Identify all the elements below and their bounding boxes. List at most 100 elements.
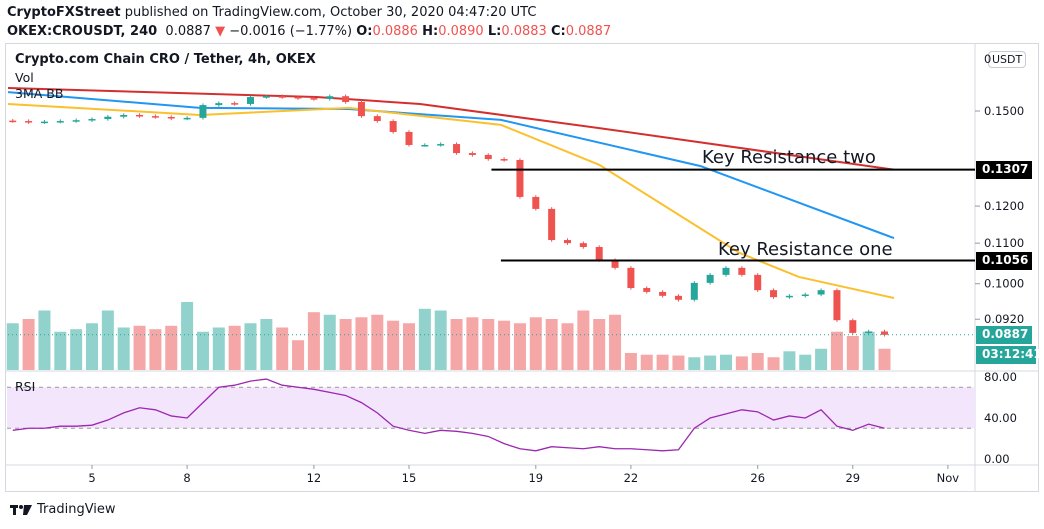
vol-legend[interactable]: Vol — [15, 70, 34, 85]
volume-bar — [38, 310, 51, 370]
ma50-line — [7, 102, 895, 299]
volume-bar — [609, 314, 622, 370]
open-label: O: — [356, 24, 373, 39]
volume-bar — [466, 317, 479, 370]
volume-bar — [830, 331, 843, 370]
candle-body — [357, 102, 365, 117]
tradingview-logo[interactable]: TradingView — [10, 502, 116, 517]
volume-bar — [434, 310, 447, 370]
low-label: L: — [487, 24, 502, 39]
volume-bar — [133, 325, 146, 370]
volume-bar — [513, 323, 526, 370]
candle-body — [706, 274, 714, 283]
candle-body — [833, 290, 841, 321]
volume-bar — [6, 323, 19, 370]
candle-body — [453, 144, 461, 154]
volume-bar — [593, 319, 606, 370]
candle-body — [595, 247, 603, 261]
chart-frame[interactable] — [5, 43, 1039, 492]
candle-body — [326, 96, 334, 99]
volume-bar — [149, 329, 162, 370]
last-price-tag: 0.0887 — [976, 326, 1032, 344]
candle-body — [231, 103, 239, 105]
candle-body — [690, 282, 698, 300]
candle-body — [120, 114, 128, 117]
volume-bar — [815, 348, 828, 370]
open-value: 0.0886 — [372, 24, 418, 39]
volume-bar — [196, 331, 209, 370]
volume-bar — [735, 356, 748, 370]
candle-body — [373, 116, 381, 122]
candle-body — [881, 331, 888, 335]
candle-body — [785, 295, 793, 298]
candle-body — [817, 290, 825, 295]
candle-body — [849, 320, 857, 333]
candle-body — [500, 159, 508, 161]
volume-bar — [862, 331, 875, 370]
volume-bar — [387, 320, 400, 370]
low-value: 0.0883 — [501, 24, 547, 39]
annotation-key-resistance-two[interactable]: Key Resistance two — [702, 147, 876, 168]
countdown-tag: 03:12:41 — [976, 346, 1042, 364]
candle-body — [754, 274, 762, 291]
level-tag-r2: 0.1307 — [976, 161, 1032, 179]
volume-bar — [70, 329, 83, 370]
volume-bar — [704, 355, 717, 370]
volume-bar — [339, 319, 352, 370]
candle-body — [389, 121, 397, 132]
price-tick-label: 0.1100 — [984, 236, 1024, 250]
candle-body — [199, 105, 207, 118]
volume-bar — [165, 325, 178, 370]
axis-top-label: 0 — [984, 52, 992, 66]
ma200-line — [7, 87, 895, 171]
volume-bar — [720, 354, 732, 370]
volume-bar — [751, 353, 764, 370]
volume-bar — [418, 308, 431, 370]
candle-body — [136, 114, 144, 117]
candle-body — [9, 120, 17, 123]
last-price: 0.0887 — [165, 24, 211, 39]
ma-legend[interactable]: 3MA BB — [15, 86, 64, 101]
ohlc-line: OKEX:CROUSDT, 240 0.0887 ▼ −0.0016 (−1.7… — [7, 24, 611, 39]
candle-body — [247, 97, 254, 104]
candle-body — [516, 160, 524, 197]
time-tick-label: 8 — [183, 471, 190, 485]
volume-bar — [22, 319, 35, 370]
volume-bar — [640, 354, 653, 370]
publish-text: published on TradingView.com, October 30… — [120, 5, 537, 20]
volume-bar — [244, 323, 257, 370]
candle-body — [40, 121, 48, 124]
candle-body — [421, 144, 429, 147]
volume-bar — [86, 323, 98, 370]
author[interactable]: CryptoFXStreet — [7, 5, 121, 20]
time-tick-label: Nov — [937, 471, 960, 485]
volume-bar — [846, 336, 859, 370]
ma100-line — [7, 91, 895, 240]
candle-body — [56, 121, 64, 123]
volume-bar — [117, 327, 130, 370]
volume-bar — [450, 319, 463, 370]
candle-body — [215, 103, 223, 106]
annotation-key-resistance-one[interactable]: Key Resistance one — [718, 239, 893, 260]
volume-bar — [260, 319, 273, 370]
rsi-legend[interactable]: RSI — [15, 379, 36, 394]
candle-body — [342, 96, 350, 103]
candle-body — [405, 131, 413, 145]
tradingview-logo-icon — [10, 504, 32, 515]
currency-button[interactable]: USDT — [988, 51, 1027, 68]
volume-bar — [371, 314, 384, 370]
time-tick-label: 26 — [750, 471, 765, 485]
time-tick-label: 15 — [402, 471, 417, 485]
candle-body — [865, 331, 873, 333]
volume-bar — [799, 354, 812, 370]
brand-name: TradingView — [37, 502, 116, 517]
high-value: 0.0890 — [438, 24, 484, 39]
volume-bar — [529, 317, 542, 370]
price-tick-label: 0.0920 — [984, 312, 1024, 326]
candle-body — [183, 117, 191, 120]
volume-bar — [355, 317, 368, 370]
volume-bar — [212, 327, 225, 370]
price-tick-label: 0.1200 — [984, 199, 1024, 213]
candle-body — [659, 291, 667, 296]
